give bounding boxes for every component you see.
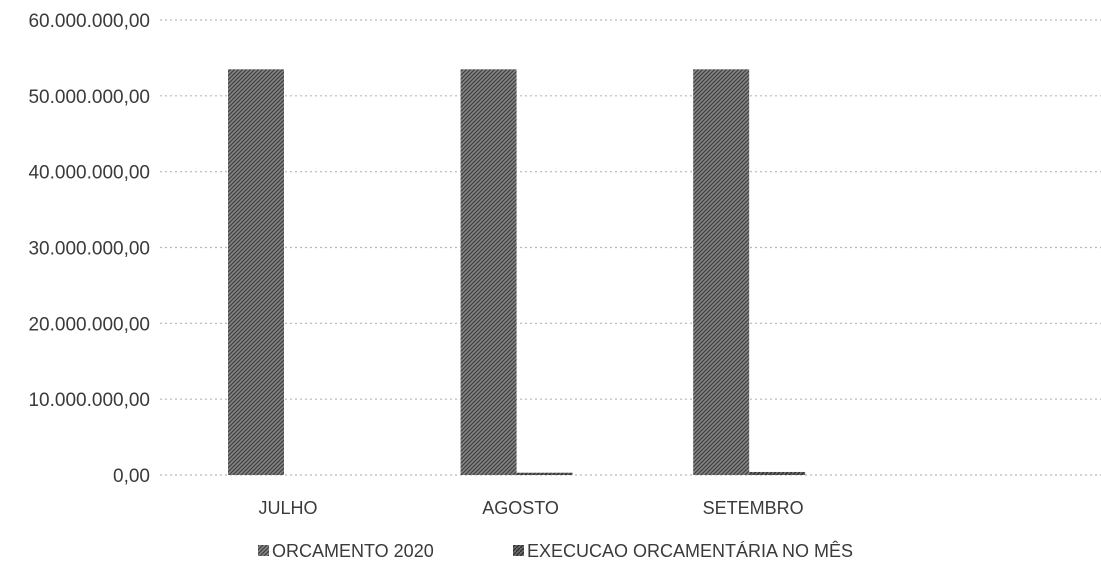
bar-execucao-setembro [749, 471, 806, 475]
x-tick-label: AGOSTO [482, 498, 559, 518]
legend-label: ORCAMENTO 2020 [272, 541, 434, 561]
y-tick-label: 0,00 [113, 466, 150, 487]
y-axis-tick-labels: 0,00 10.000.000,00 20.000.000,00 30.000.000… [28, 11, 150, 487]
y-tick-label: 50.000.000,00 [28, 87, 150, 108]
bar-orcamento-julho [228, 69, 284, 476]
bars [228, 69, 806, 476]
x-axis-tick-labels: JULHO AGOSTO SETEMBRO [258, 498, 803, 518]
legend-label: EXECUCAO ORCAMENTÁRIA NO MÊS [527, 541, 853, 561]
x-tick-label: JULHO [258, 498, 317, 518]
legend-swatch [513, 545, 524, 556]
y-tick-label: 30.000.000,00 [28, 239, 150, 260]
gridlines [160, 19, 1101, 476]
y-tick-label: 40.000.000,00 [28, 163, 150, 184]
y-tick-label: 10.000.000,00 [28, 390, 150, 411]
y-tick-label: 60.000.000,00 [28, 11, 150, 32]
legend-swatch [258, 545, 269, 556]
x-tick-label: SETEMBRO [703, 498, 804, 518]
legend: ORCAMENTO 2020 EXECUCAO ORCAMENTÁRIA NO M… [258, 541, 853, 561]
bar-execucao-agosto [516, 472, 573, 475]
bar-orcamento-setembro [693, 69, 750, 476]
bar-orcamento-agosto [460, 69, 517, 476]
y-tick-label: 20.000.000,00 [28, 314, 150, 335]
